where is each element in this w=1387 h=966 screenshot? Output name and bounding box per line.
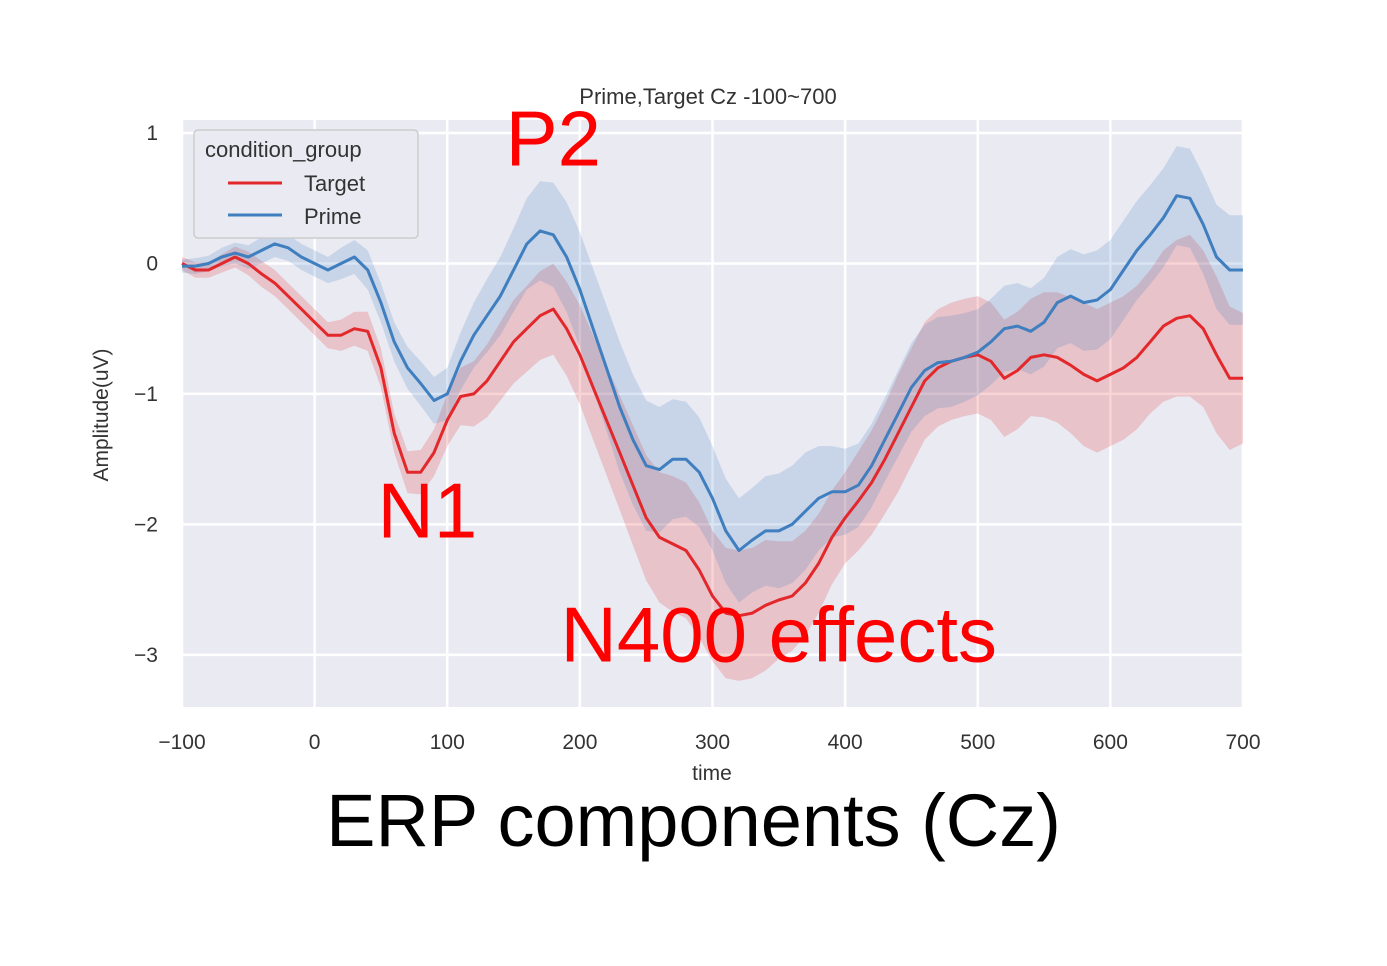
x-tick-label: −100: [158, 731, 205, 754]
legend: condition_group Target Prime: [193, 129, 419, 239]
x-tick-label: 300: [695, 731, 730, 754]
annotations: P2 N1 N400 effects: [377, 95, 997, 679]
x-tick-label: 400: [828, 731, 863, 754]
legend-box: [193, 129, 419, 239]
x-axis-label: time: [692, 762, 732, 785]
legend-label-target: Target: [304, 171, 365, 196]
confidence-band-prime: [182, 146, 1243, 603]
x-tick-label: 700: [1225, 731, 1260, 754]
series-lines: [181, 194, 1243, 618]
annotation-n1: N1: [377, 466, 477, 554]
annotation-n400-effects: N400 effects: [561, 590, 998, 678]
series-line-prime: [182, 194, 1243, 552]
figure-caption: ERP components (Cz): [326, 779, 1061, 862]
legend-title: condition_group: [205, 137, 362, 162]
grid: [180, 120, 1245, 707]
x-tick-label: 200: [562, 731, 597, 754]
legend-label-prime: Prime: [304, 204, 361, 229]
y-tick-label: 1: [146, 122, 158, 145]
x-tick-label: 100: [430, 731, 465, 754]
chart-title: Prime,Target Cz -100~700: [579, 84, 836, 109]
y-tick-label: −1: [134, 383, 158, 406]
y-tick-label: −3: [134, 644, 158, 667]
y-tick-label: 0: [146, 252, 158, 275]
confidence-band-target: [182, 234, 1243, 681]
y-axis-label: Amplitude(uV): [90, 348, 113, 481]
x-tick-label: 600: [1093, 731, 1128, 754]
confidence-bands: [182, 146, 1243, 681]
series-line-target: [181, 255, 1243, 618]
x-tick-label: 500: [960, 731, 995, 754]
tick-labels: −100 0 100 200 300 400 500 600 700 1 0 −1 −2 −3: [134, 122, 1260, 754]
x-tick-label: 0: [309, 731, 321, 754]
annotation-p2: P2: [506, 95, 601, 183]
y-tick-label: −2: [134, 513, 158, 536]
